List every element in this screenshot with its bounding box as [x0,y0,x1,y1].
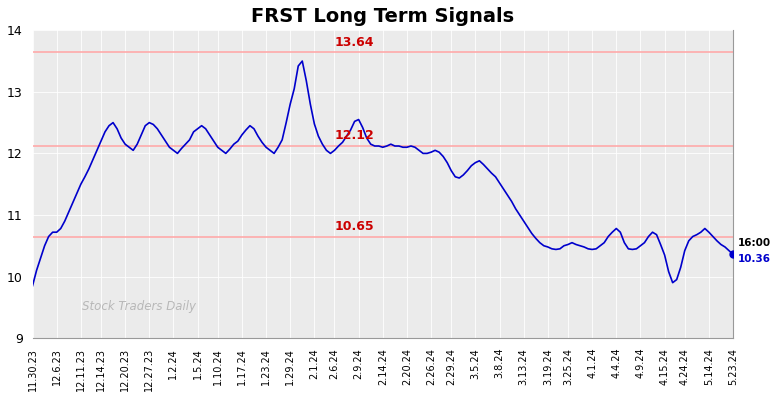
Text: 12.12: 12.12 [335,129,375,142]
Text: Stock Traders Daily: Stock Traders Daily [82,300,195,313]
Text: 10.65: 10.65 [335,220,375,233]
Text: 10.36: 10.36 [738,254,771,264]
Text: 13.64: 13.64 [335,36,375,49]
Title: FRST Long Term Signals: FRST Long Term Signals [251,7,514,26]
Text: 16:00: 16:00 [738,238,771,248]
